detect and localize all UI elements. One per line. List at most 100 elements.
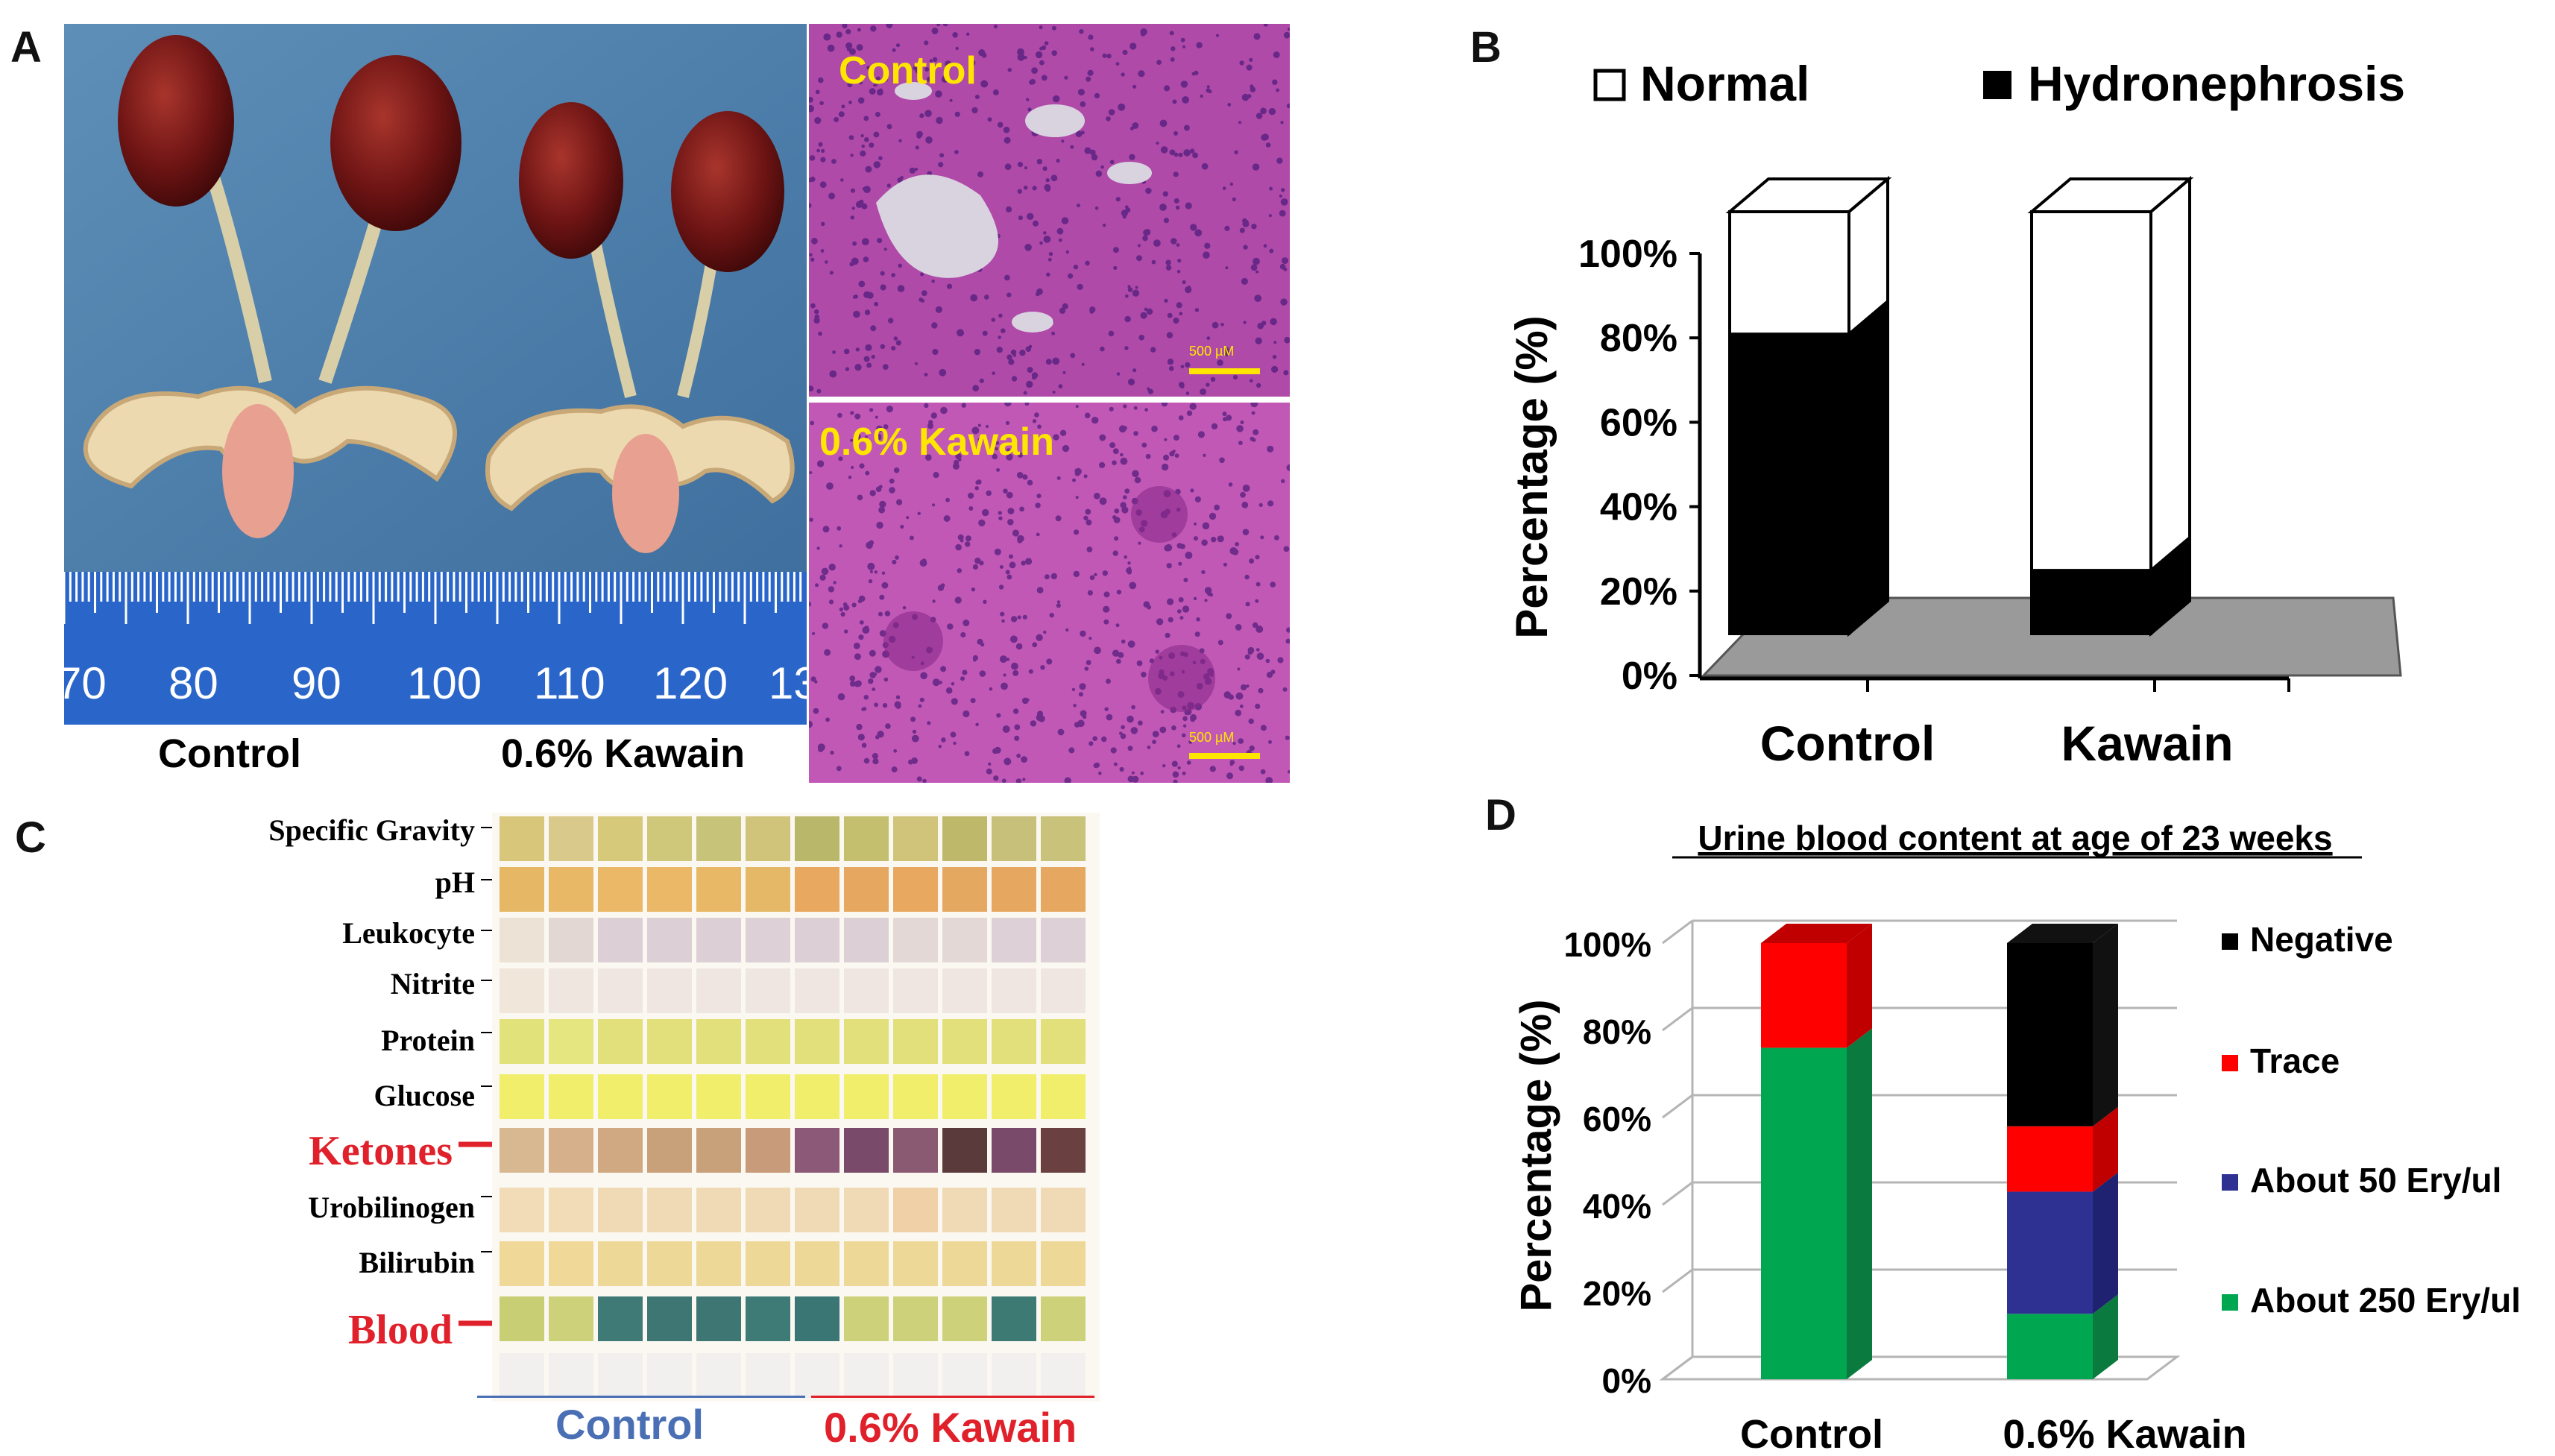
cell-nucleus bbox=[900, 176, 904, 180]
cell-nucleus bbox=[1260, 725, 1267, 731]
cell-nucleus bbox=[1109, 442, 1116, 449]
cell-nucleus bbox=[1094, 573, 1097, 576]
gridline-diag bbox=[1662, 1094, 1693, 1119]
cell-nucleus bbox=[963, 710, 970, 718]
cell-nucleus bbox=[809, 253, 813, 257]
cell-nucleus bbox=[1003, 126, 1010, 133]
strip-pad bbox=[1041, 867, 1086, 912]
cell-nucleus bbox=[1173, 317, 1179, 324]
cell-nucleus bbox=[1215, 34, 1220, 37]
cell-nucleus bbox=[861, 238, 869, 246]
cell-nucleus bbox=[1102, 53, 1107, 58]
cell-nucleus bbox=[1229, 547, 1238, 555]
cell-nucleus bbox=[1120, 453, 1124, 457]
cell-nucleus bbox=[1004, 403, 1012, 407]
cell-nucleus bbox=[1084, 147, 1091, 154]
strip-pad bbox=[500, 918, 544, 962]
cell-nucleus bbox=[1045, 178, 1050, 183]
bar-top bbox=[2007, 924, 2118, 943]
cell-nucleus bbox=[1027, 212, 1034, 220]
ruler-numbers: 70 80 90 100 110 120 13 bbox=[64, 658, 807, 708]
cell-nucleus bbox=[809, 155, 816, 161]
cell-nucleus bbox=[1229, 182, 1234, 186]
cell-nucleus bbox=[1171, 238, 1177, 245]
cell-nucleus bbox=[1048, 252, 1053, 256]
cell-nucleus bbox=[906, 516, 910, 520]
cell-nucleus bbox=[858, 595, 866, 602]
strip-pad bbox=[844, 1019, 889, 1064]
cell-nucleus bbox=[1024, 166, 1028, 170]
cell-nucleus bbox=[1260, 769, 1266, 775]
cell-nucleus bbox=[1132, 368, 1137, 373]
cell-nucleus bbox=[918, 704, 922, 708]
cell-nucleus bbox=[1112, 460, 1117, 465]
cell-nucleus bbox=[960, 631, 966, 638]
cell-nucleus bbox=[932, 57, 938, 62]
strip-pad bbox=[696, 1019, 741, 1064]
cell-nucleus bbox=[1190, 224, 1197, 231]
strip-pad bbox=[992, 867, 1036, 912]
cell-nucleus bbox=[1065, 628, 1069, 632]
cell-nucleus bbox=[930, 412, 937, 419]
cell-nucleus bbox=[1073, 265, 1079, 270]
cell-nucleus bbox=[1073, 570, 1080, 578]
cell-nucleus bbox=[975, 480, 980, 485]
cell-nucleus bbox=[843, 605, 850, 611]
cell-nucleus bbox=[1112, 247, 1119, 253]
cell-nucleus bbox=[1098, 771, 1102, 775]
cell-nucleus bbox=[1141, 442, 1147, 448]
strip-pad bbox=[696, 816, 741, 861]
strip-pad bbox=[598, 1353, 643, 1398]
cell-nucleus bbox=[1178, 597, 1184, 602]
cell-nucleus bbox=[828, 192, 835, 200]
cell-nucleus bbox=[1056, 158, 1060, 163]
legend-label-about-250: About 250 Ery/ul bbox=[2250, 1281, 2521, 1320]
cell-nucleus bbox=[1232, 374, 1238, 380]
cell-nucleus bbox=[924, 373, 928, 376]
cell-nucleus bbox=[941, 75, 948, 83]
cell-nucleus bbox=[1061, 217, 1069, 224]
cell-nucleus bbox=[1271, 365, 1279, 373]
cell-nucleus bbox=[857, 494, 863, 501]
cell-nucleus bbox=[1171, 725, 1176, 731]
cell-nucleus bbox=[1186, 410, 1193, 416]
cell-nucleus bbox=[1010, 349, 1017, 356]
cell-nucleus bbox=[936, 116, 943, 125]
cell-nucleus bbox=[836, 31, 842, 38]
ruler-number: 80 bbox=[168, 658, 218, 708]
cell-nucleus bbox=[1165, 265, 1172, 271]
cell-nucleus bbox=[1276, 88, 1279, 92]
cell-nucleus bbox=[898, 263, 902, 268]
cell-nucleus bbox=[1255, 555, 1260, 560]
strip-pad bbox=[1041, 1296, 1086, 1341]
strip-pad bbox=[647, 1019, 692, 1064]
cell-nucleus bbox=[850, 438, 854, 442]
cell-nucleus bbox=[814, 680, 818, 684]
cell-nucleus bbox=[1112, 550, 1118, 556]
cell-nucleus bbox=[869, 142, 875, 148]
strip-pad bbox=[746, 1019, 790, 1064]
cell-nucleus bbox=[986, 490, 992, 497]
cell-nucleus bbox=[954, 150, 959, 154]
strip-pad bbox=[598, 1128, 643, 1173]
cell-nucleus bbox=[819, 574, 826, 581]
cell-nucleus bbox=[1176, 302, 1182, 309]
cell-nucleus bbox=[1006, 292, 1012, 297]
cell-nucleus bbox=[992, 89, 999, 95]
cell-nucleus bbox=[1085, 260, 1090, 266]
cell-nucleus bbox=[1143, 229, 1150, 236]
cell-nucleus bbox=[1179, 616, 1184, 620]
cell-nucleus bbox=[837, 693, 845, 701]
cell-nucleus bbox=[1089, 149, 1096, 156]
kidney-photo: 70 80 90 100 110 120 13 bbox=[64, 24, 807, 725]
cell-nucleus bbox=[1003, 673, 1006, 677]
cell-nucleus bbox=[1243, 321, 1247, 324]
scale-bar-label: 500 µM bbox=[1189, 344, 1234, 359]
cell-nucleus bbox=[1006, 354, 1012, 360]
strip-pad bbox=[598, 1296, 643, 1341]
cell-nucleus bbox=[1114, 536, 1119, 541]
cell-nucleus bbox=[814, 117, 822, 125]
cell-nucleus bbox=[1173, 435, 1179, 441]
cell-nucleus bbox=[938, 745, 942, 749]
gridline-diag bbox=[1662, 1181, 1693, 1206]
